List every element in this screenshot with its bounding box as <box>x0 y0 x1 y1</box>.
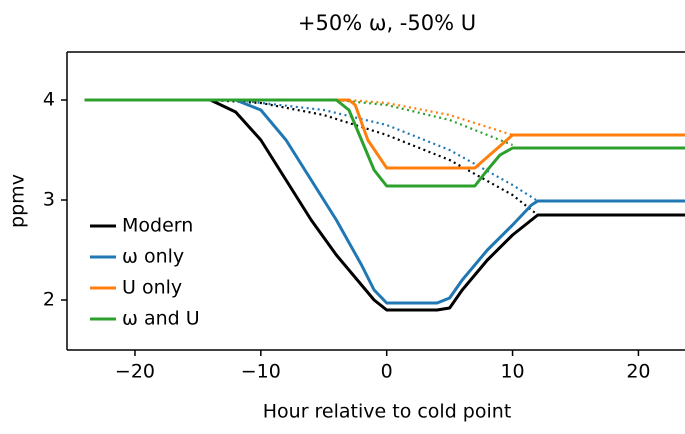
legend-label: ω only <box>122 246 184 268</box>
y-axis-label: ppmv <box>7 174 29 228</box>
x-tick-label: −20 <box>115 361 155 383</box>
x-axis-label: Hour relative to cold point <box>263 401 512 423</box>
y-tick-label: 4 <box>43 89 55 111</box>
dotted-line <box>235 98 539 202</box>
x-tick-label: 20 <box>626 361 650 383</box>
legend-label: U only <box>122 277 182 299</box>
y-tick-label: 2 <box>43 289 55 311</box>
series-line <box>84 98 685 305</box>
series-line <box>84 98 685 188</box>
chart-title: +50% ω, -50% U <box>298 11 476 35</box>
x-tick-label: −10 <box>241 361 281 383</box>
series-line <box>84 98 685 312</box>
x-tick-label: 0 <box>381 361 393 383</box>
legend-label: Modern <box>122 215 193 237</box>
plot-area <box>84 98 685 312</box>
dotted-line <box>336 98 513 147</box>
y-tick-label: 3 <box>43 189 55 211</box>
series-line <box>84 98 685 170</box>
x-tick-label: 10 <box>500 361 524 383</box>
dotted-line <box>210 98 539 216</box>
legend-label: ω and U <box>122 308 200 330</box>
